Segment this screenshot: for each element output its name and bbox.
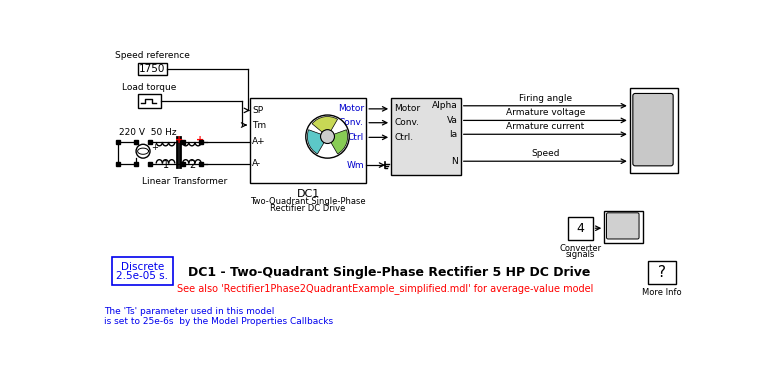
Bar: [568, 217, 593, 240]
Bar: [112, 258, 173, 285]
Text: A+: A+: [252, 138, 266, 146]
Text: Motor: Motor: [394, 104, 420, 114]
Text: Motor: Motor: [337, 104, 364, 114]
Circle shape: [321, 130, 334, 144]
Wedge shape: [307, 130, 328, 154]
Text: Ctrl: Ctrl: [347, 133, 364, 142]
Text: Armature voltage: Armature voltage: [505, 108, 585, 117]
Text: is set to 25e-6s  by the Model Properties Callbacks: is set to 25e-6s by the Model Properties…: [104, 317, 334, 326]
Circle shape: [136, 144, 150, 158]
Text: Discrete: Discrete: [121, 262, 164, 272]
Text: Rectifier DC Drive: Rectifier DC Drive: [271, 203, 346, 213]
Bar: [630, 88, 678, 173]
Text: Ctrl.: Ctrl.: [394, 133, 413, 142]
FancyBboxPatch shape: [606, 213, 639, 239]
Text: 4: 4: [576, 222, 584, 235]
Wedge shape: [328, 130, 347, 154]
Text: DC1: DC1: [296, 189, 320, 199]
Text: Speed reference: Speed reference: [115, 51, 190, 60]
Text: Wm: Wm: [347, 160, 364, 170]
Text: 1750: 1750: [139, 64, 166, 74]
Text: Va: Va: [447, 116, 458, 125]
Text: Speed: Speed: [531, 149, 559, 158]
Text: Armature current: Armature current: [506, 122, 584, 131]
Text: 220 V  50 Hz: 220 V 50 Hz: [119, 128, 176, 137]
Text: signals: signals: [565, 250, 595, 259]
Text: Alpha: Alpha: [432, 101, 458, 110]
Wedge shape: [312, 117, 337, 136]
Bar: [391, 98, 461, 175]
Bar: [604, 210, 643, 243]
FancyBboxPatch shape: [633, 93, 673, 166]
Text: +: +: [151, 143, 158, 152]
Bar: [250, 98, 366, 183]
Text: Two-Quadrant Single-Phase: Two-Quadrant Single-Phase: [250, 197, 366, 206]
Text: More Info: More Info: [642, 288, 682, 297]
Text: DC1 - Two-Quadrant Single-Phase Rectifier 5 HP DC Drive: DC1 - Two-Quadrant Single-Phase Rectifie…: [188, 266, 591, 279]
Text: N: N: [451, 157, 458, 166]
Text: Conv.: Conv.: [394, 118, 420, 127]
Text: +: +: [196, 135, 204, 146]
Bar: [138, 94, 161, 108]
Bar: [648, 261, 676, 285]
Text: Linear Transformer: Linear Transformer: [141, 177, 226, 186]
Text: ?: ?: [658, 266, 667, 280]
Text: +: +: [176, 135, 183, 146]
Text: 2.5e-05 s.: 2.5e-05 s.: [116, 271, 168, 281]
Text: 2: 2: [188, 160, 195, 170]
Text: Tm: Tm: [252, 120, 267, 130]
Text: Ia: Ia: [450, 130, 458, 139]
Text: Conv.: Conv.: [339, 118, 364, 127]
Text: See also 'Rectifier1Phase2QuadrantExample_simplified.mdl' for average-value mode: See also 'Rectifier1Phase2QuadrantExampl…: [177, 283, 594, 294]
Bar: [138, 62, 167, 75]
Text: SP: SP: [252, 106, 264, 115]
Text: Converter: Converter: [559, 243, 601, 253]
Text: Firing angle: Firing angle: [519, 94, 572, 103]
Text: A-: A-: [252, 159, 261, 168]
Circle shape: [306, 115, 349, 158]
Text: 1: 1: [163, 160, 169, 170]
Text: The 'Ts' parameter used in this model: The 'Ts' parameter used in this model: [104, 307, 274, 316]
Text: Load torque: Load torque: [122, 83, 176, 92]
